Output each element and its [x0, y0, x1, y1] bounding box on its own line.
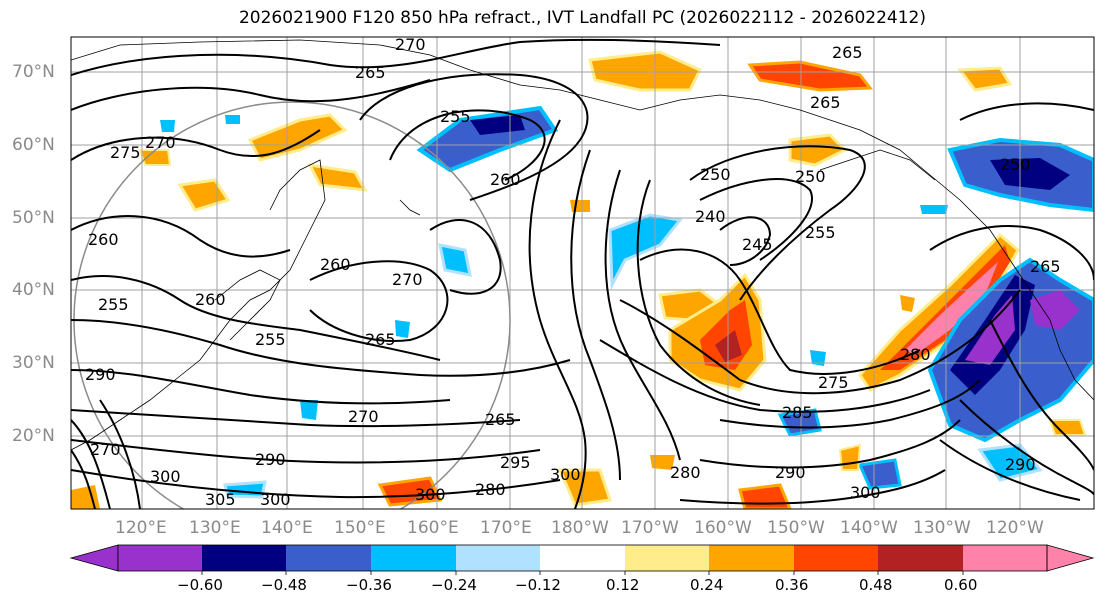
lon-label: 120°W	[986, 518, 1044, 538]
contour-label: 280	[900, 345, 931, 364]
contour-label: 255	[805, 223, 836, 242]
contour-label: 260	[195, 290, 226, 309]
map-frame	[70, 36, 1095, 510]
contour-label: 270	[392, 270, 423, 289]
colorbar-segment	[371, 545, 456, 571]
colorbar	[69, 544, 1095, 575]
lon-label: 120°E	[115, 518, 167, 538]
contour-label: 255	[440, 107, 471, 126]
contour-label: 300	[550, 465, 581, 484]
colorbar-segment	[878, 545, 963, 571]
contour-label: 265	[355, 63, 386, 82]
contour-label: 305	[205, 490, 236, 509]
colorbar-tick-label: 0.12	[606, 576, 640, 594]
lat-label: 30°N	[12, 353, 55, 373]
lat-label: 70°N	[12, 62, 55, 82]
contour-label: 250	[700, 165, 731, 184]
contour-label: 270	[395, 35, 426, 54]
contour-label: 285	[782, 403, 813, 422]
colorbar-tick-label: −0.48	[261, 576, 307, 594]
contour-label: 260	[490, 170, 521, 189]
colorbar-segment	[118, 545, 202, 571]
contour-label: 250	[1000, 155, 1031, 174]
contour-label: 300	[415, 485, 446, 504]
lon-label: 150°W	[767, 518, 825, 538]
lat-label: 60°N	[12, 135, 55, 155]
colorbar-segment	[794, 545, 878, 571]
contour-label: 270	[145, 133, 176, 152]
colorbar-frame	[117, 544, 1048, 572]
lon-label: 140°E	[261, 518, 313, 538]
contour-label: 275	[110, 143, 141, 162]
contour-label: 250	[795, 167, 826, 186]
colorbar-high-extension	[1046, 544, 1095, 572]
colorbar-segment	[963, 545, 1047, 571]
contour-label: 270	[90, 440, 121, 459]
colorbar-segment	[540, 545, 625, 571]
contour-label: 255	[255, 330, 286, 349]
contour-label: 260	[320, 255, 351, 274]
colorbar-tick-label: −0.12	[515, 576, 561, 594]
colorbar-tick-label: 0.24	[690, 576, 724, 594]
colorbar-tick-label: 0.48	[859, 576, 893, 594]
colorbar-segment	[709, 545, 794, 571]
colorbar-segment	[625, 545, 709, 571]
contour-label: 290	[775, 463, 806, 482]
contour-label: 280	[670, 463, 701, 482]
lon-label: 160°W	[694, 518, 752, 538]
contour-label: 240	[695, 207, 726, 226]
contour-label: 290	[85, 365, 116, 384]
contour-label: 300	[850, 483, 881, 502]
lon-label: 150°E	[334, 518, 386, 538]
colorbar-segment	[456, 545, 540, 571]
contour-label: 290	[1005, 455, 1036, 474]
contour-label: 280	[475, 480, 506, 499]
colorbar-tick-label: 0.36	[775, 576, 809, 594]
colorbar-tick-label: −0.60	[177, 576, 223, 594]
lon-label: 130°E	[189, 518, 241, 538]
map-title: 2026021900 F120 850 hPa refract., IVT La…	[238, 8, 926, 28]
lat-label: 50°N	[12, 208, 55, 228]
colorbar-tick-label: −0.24	[431, 576, 477, 594]
contour-label: 245	[742, 235, 773, 254]
lon-label: 170°W	[621, 518, 679, 538]
lon-label: 140°W	[840, 518, 898, 538]
colorbar-segment	[202, 545, 286, 571]
lon-label: 180°W	[551, 518, 609, 538]
contour-label: 270	[348, 407, 379, 426]
contour-lines	[71, 38, 1094, 509]
colorbar-tick-label: −0.36	[346, 576, 392, 594]
colorbar-tick-label: 0.60	[944, 576, 978, 594]
contour-label: 265	[365, 330, 396, 349]
lat-label: 40°N	[12, 280, 55, 300]
lon-label: 130°W	[913, 518, 971, 538]
contour-label: 300	[260, 490, 291, 509]
lat-label: 20°N	[12, 426, 55, 446]
coastlines	[71, 39, 1094, 451]
colorbar-segment	[286, 545, 371, 571]
contour-label: 255	[98, 295, 129, 314]
contour-label: 290	[255, 450, 286, 469]
contour-label: 265	[832, 43, 863, 62]
contour-label: 300	[150, 467, 181, 486]
contour-label: 260	[88, 230, 119, 249]
contour-label: 265	[485, 410, 516, 429]
contour-label: 275	[818, 373, 849, 392]
contour-label: 295	[500, 453, 531, 472]
contour-label: 265	[810, 93, 841, 112]
contour-label: 265	[1030, 257, 1061, 276]
lon-label: 170°E	[480, 518, 532, 538]
colorbar-low-extension	[69, 544, 119, 572]
lon-label: 160°E	[407, 518, 459, 538]
